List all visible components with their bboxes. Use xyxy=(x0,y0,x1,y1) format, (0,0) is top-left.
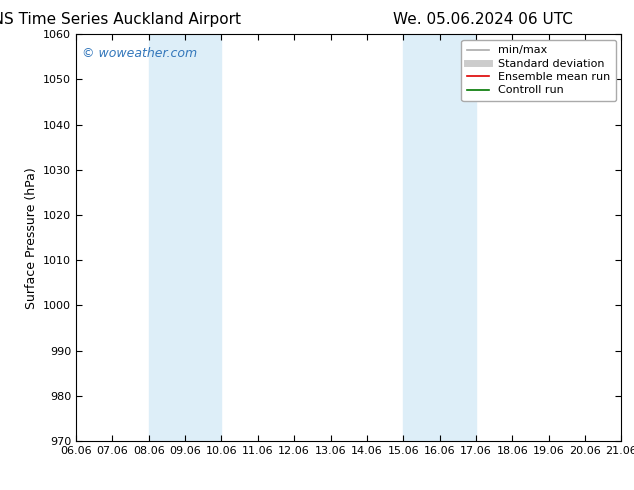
Text: ENS Time Series Auckland Airport: ENS Time Series Auckland Airport xyxy=(0,12,241,27)
Text: © woweather.com: © woweather.com xyxy=(82,47,197,59)
Y-axis label: Surface Pressure (hPa): Surface Pressure (hPa) xyxy=(25,167,37,309)
Bar xyxy=(403,34,476,441)
Text: We. 05.06.2024 06 UTC: We. 05.06.2024 06 UTC xyxy=(393,12,573,27)
Bar xyxy=(149,34,221,441)
Legend: min/max, Standard deviation, Ensemble mean run, Controll run: min/max, Standard deviation, Ensemble me… xyxy=(462,40,616,101)
